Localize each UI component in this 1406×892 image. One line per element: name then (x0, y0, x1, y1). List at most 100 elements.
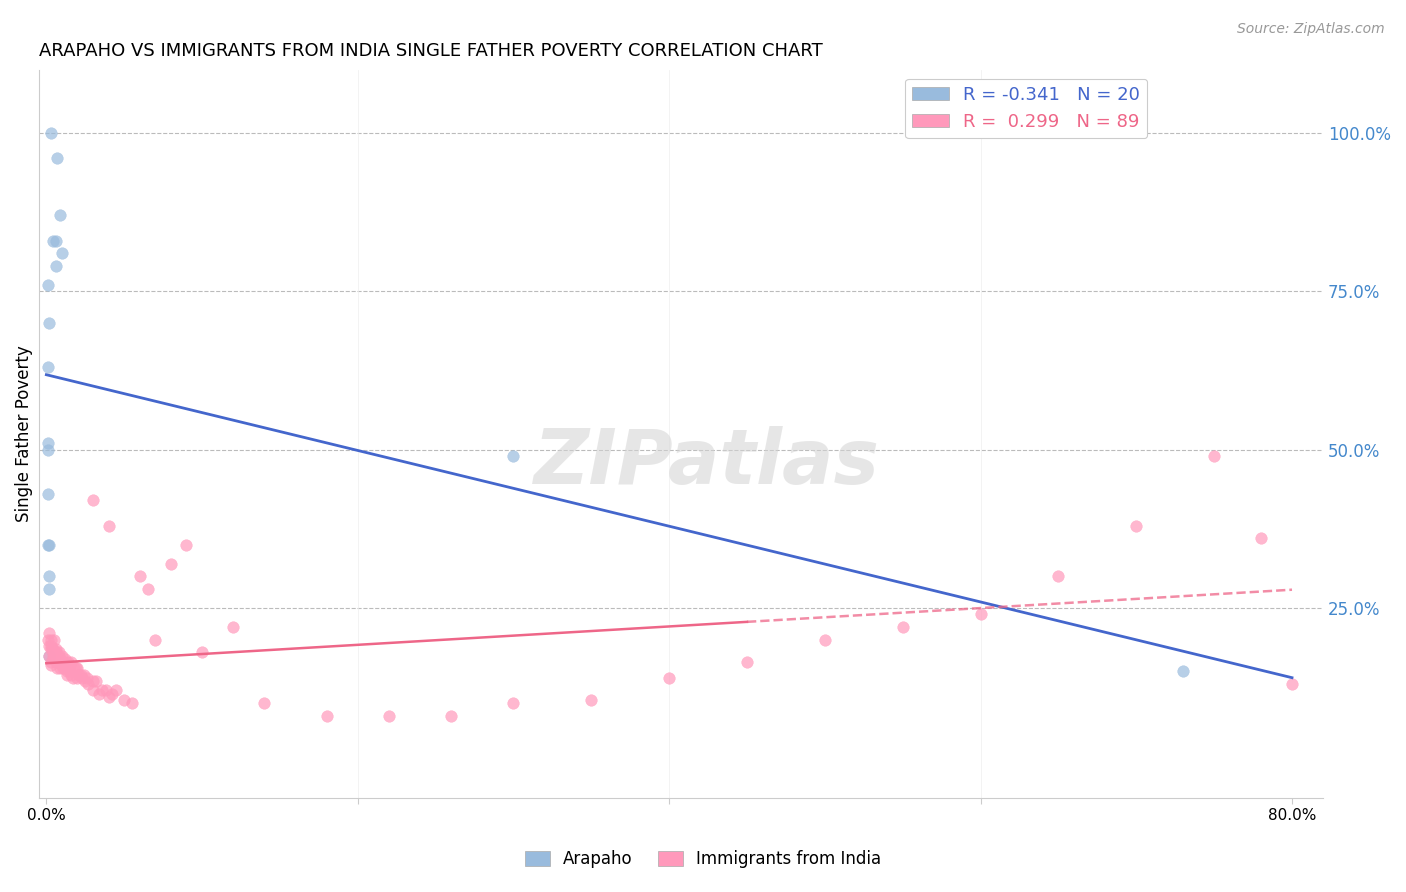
Point (969, 607, 991, 622)
Point (1204, 449, 1226, 463)
Point (38, 316, 60, 330)
Point (1171, 665, 1194, 679)
Point (176, 538, 198, 552)
Text: ZIPatlas: ZIPatlas (533, 426, 880, 500)
Point (76, 671, 98, 685)
Point (45, 655, 67, 669)
Point (128, 569, 150, 583)
Point (51, 655, 73, 669)
Point (136, 582, 159, 596)
Point (69, 667, 91, 681)
Point (41, 234, 63, 248)
Point (66, 661, 89, 675)
Point (37, 360, 59, 375)
Point (658, 671, 681, 685)
Point (37, 278, 59, 293)
Legend: R = -0.341   N = 20, R =  0.299   N = 89: R = -0.341 N = 20, R = 0.299 N = 89 (905, 78, 1147, 138)
Point (222, 620, 245, 634)
Point (73, 667, 96, 681)
Point (51, 648, 73, 663)
Point (121, 696, 143, 710)
Point (56, 655, 79, 669)
Point (42, 648, 65, 663)
Point (38, 569, 60, 583)
Point (38, 626, 60, 640)
Point (100, 687, 122, 701)
Point (84, 673, 107, 688)
Point (51, 658, 73, 673)
Point (440, 708, 463, 723)
Point (53, 661, 76, 675)
Point (38, 648, 60, 663)
Point (38, 648, 60, 663)
Point (105, 683, 128, 698)
Point (45, 234, 67, 248)
Point (91, 683, 114, 698)
Point (63, 661, 86, 675)
Point (46, 661, 69, 675)
Point (37, 442, 59, 457)
Point (42, 651, 65, 665)
Point (70, 671, 93, 685)
Point (39, 642, 62, 657)
Point (39, 639, 62, 653)
Point (49, 208, 72, 222)
Point (39, 655, 62, 669)
Point (82, 683, 104, 698)
Point (41, 648, 63, 663)
Point (49, 651, 72, 665)
Point (315, 708, 337, 723)
Point (39, 632, 62, 647)
Point (52, 661, 75, 675)
Point (1125, 518, 1147, 533)
Point (581, 693, 603, 707)
Point (1250, 532, 1272, 546)
Point (48, 645, 70, 659)
Text: ARAPAHO VS IMMIGRANTS FROM INDIA SINGLE FATHER POVERTY CORRELATION CHART: ARAPAHO VS IMMIGRANTS FROM INDIA SINGLE … (38, 42, 823, 60)
Point (191, 645, 214, 659)
Point (112, 693, 135, 707)
Point (41, 645, 63, 659)
Point (65, 661, 87, 675)
Point (55, 667, 77, 681)
Point (52, 655, 75, 669)
Point (37, 487, 59, 501)
Point (38, 582, 60, 596)
Point (77, 677, 100, 691)
Point (41, 642, 63, 657)
Point (62, 671, 84, 685)
Point (97, 518, 120, 533)
Point (160, 557, 183, 571)
Point (1047, 569, 1070, 583)
Point (45, 645, 67, 659)
Point (45, 259, 67, 273)
Point (38, 639, 60, 653)
Point (82, 493, 104, 508)
Point (60, 667, 83, 681)
Point (39, 126, 62, 140)
Point (75, 673, 97, 688)
Point (46, 648, 69, 663)
Point (94, 683, 117, 698)
Legend: Arapaho, Immigrants from India: Arapaho, Immigrants from India (519, 844, 887, 875)
Point (46, 655, 69, 669)
Point (49, 661, 72, 675)
Point (59, 658, 82, 673)
Point (82, 673, 104, 688)
Y-axis label: Single Father Poverty: Single Father Poverty (15, 345, 32, 522)
Point (42, 632, 65, 647)
Point (46, 151, 69, 165)
Point (53, 651, 76, 665)
Point (56, 661, 79, 675)
Point (37, 538, 59, 552)
Point (59, 665, 82, 679)
Point (66, 671, 89, 685)
Point (891, 620, 914, 634)
Point (253, 696, 276, 710)
Point (502, 449, 524, 463)
Point (48, 648, 70, 663)
Point (378, 708, 401, 723)
Point (143, 632, 166, 647)
Point (814, 632, 837, 647)
Point (502, 696, 524, 710)
